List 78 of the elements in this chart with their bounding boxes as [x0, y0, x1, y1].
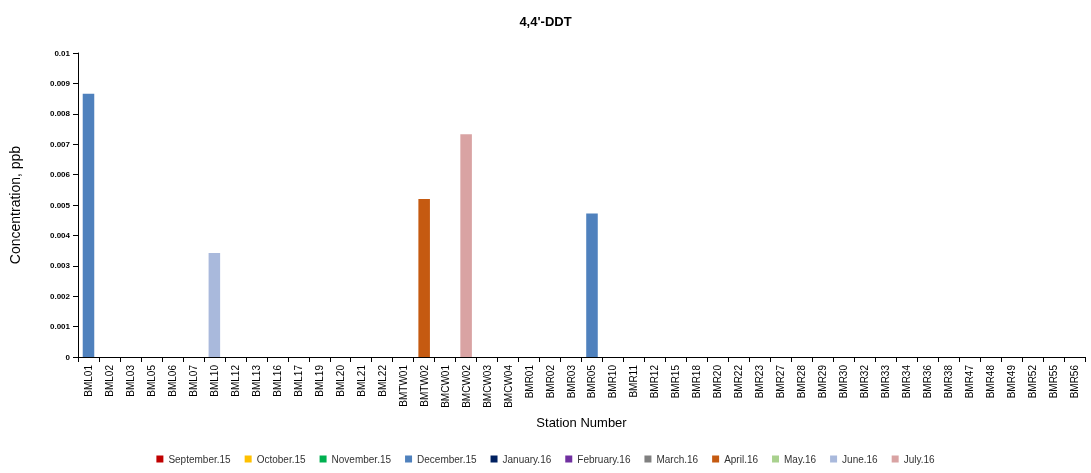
x-tick-label: BMR34 [901, 364, 913, 399]
y-tick-label: 0.005 [49, 200, 71, 210]
x-tick-label: BMR10 [607, 364, 619, 399]
y-tick-label: 0 [65, 352, 71, 362]
x-tick-label: BMTW01 [397, 364, 409, 407]
x-tick-label: BMR55 [1048, 364, 1060, 399]
x-tick-label: BMR27 [775, 364, 787, 399]
x-tick-label: BMR18 [691, 364, 703, 399]
legend-label: July.16 [903, 453, 936, 465]
x-tick-label: BMR03 [565, 364, 577, 399]
x-tick-label: BML07 [187, 364, 199, 397]
legend-label: September.15 [168, 453, 232, 465]
legend-label: October.15 [256, 453, 307, 465]
x-tick-label: BMR28 [796, 364, 808, 399]
x-axis-title: Station Number [536, 414, 628, 430]
y-tick-label: 0.007 [49, 139, 71, 149]
x-tick-label: BML17 [292, 364, 304, 397]
legend-label: February.16 [577, 453, 631, 465]
x-tick-label: BMR48 [985, 364, 997, 399]
x-tick-label: BMR11 [628, 364, 640, 398]
x-tick-label: BML22 [376, 364, 388, 397]
x-tick-label: BML19 [313, 364, 325, 397]
y-tick-label: 0.006 [49, 170, 71, 180]
x-tick-label: BML12 [229, 364, 241, 397]
x-tick-label: BMR36 [922, 364, 934, 399]
x-tick-label: BML03 [124, 364, 136, 397]
bar [460, 134, 472, 357]
chart-title: 4,4'-DDT [519, 14, 572, 29]
x-tick-label: BMR29 [817, 364, 829, 399]
legend-label: November.15 [331, 453, 392, 465]
x-tick-label: BMR12 [649, 364, 661, 399]
x-tick-label: BMR47 [964, 364, 976, 399]
bar [586, 213, 598, 357]
bar [418, 198, 430, 357]
x-tick-label: BMR20 [712, 364, 724, 399]
x-tick-label: BMR38 [943, 364, 955, 399]
x-tick-label: BML02 [103, 364, 115, 397]
x-tick-label: BMR02 [544, 364, 556, 399]
x-tick-label: BMCW03 [481, 364, 493, 408]
legend-label: June.16 [842, 453, 879, 465]
x-tick-label: BMR23 [754, 364, 766, 399]
y-tick-label: 0.009 [49, 78, 71, 88]
bar [208, 253, 221, 357]
x-tick-label: BMCW02 [460, 364, 472, 408]
legend-label: May.16 [784, 453, 817, 465]
y-tick-label: 0.002 [49, 291, 71, 301]
x-tick-label: BML10 [208, 364, 220, 397]
y-tick-label: 0.001 [49, 322, 71, 332]
x-tick-label: BML06 [166, 364, 178, 397]
x-tick-label: BMR01 [523, 364, 535, 399]
x-tick-label: BML20 [334, 364, 346, 397]
x-tick-label: BML21 [355, 364, 367, 397]
y-tick-label: 0.008 [49, 109, 71, 119]
x-tick-label: BML01 [82, 364, 94, 397]
x-tick-label: BMCW04 [502, 364, 514, 408]
y-tick-label: 0.01 [54, 48, 71, 58]
y-tick-label: 0.003 [49, 261, 71, 271]
x-tick-label: BMTW02 [418, 364, 430, 407]
x-tick-label: BML16 [271, 364, 283, 397]
legend-label: December.15 [417, 453, 477, 465]
bar [82, 93, 95, 357]
y-tick-label: 0.004 [49, 230, 71, 240]
x-tick-label: BMR49 [1006, 364, 1018, 399]
legend-label: April.16 [724, 453, 759, 465]
x-tick-label: BMR30 [838, 364, 850, 399]
x-tick-label: BMR32 [859, 364, 871, 399]
x-tick-label: BMR15 [670, 364, 682, 399]
x-tick-label: BMCW01 [439, 364, 451, 408]
x-tick-label: BMR52 [1027, 364, 1039, 399]
x-tick-label: BMR22 [733, 364, 745, 399]
x-tick-label: BML05 [145, 364, 157, 397]
x-tick-label: BML13 [250, 364, 262, 397]
legend-label: January.16 [502, 453, 552, 465]
x-tick-label: BMR33 [880, 364, 892, 399]
x-tick-label: BMR05 [586, 364, 598, 399]
y-axis-title: Concentration, ppb [7, 145, 23, 265]
x-tick-label: BMR56 [1069, 364, 1081, 399]
legend-label: March.16 [656, 453, 699, 465]
